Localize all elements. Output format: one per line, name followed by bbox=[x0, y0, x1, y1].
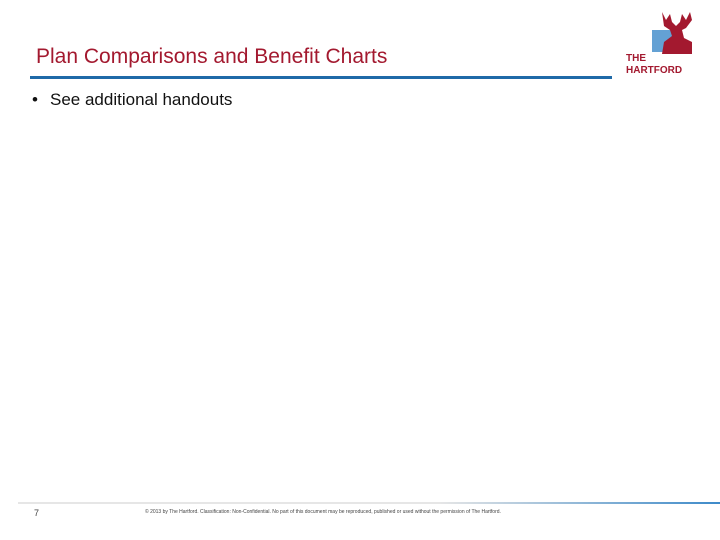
logo-text: HARTFORD bbox=[626, 65, 683, 76]
title-rule bbox=[30, 76, 612, 79]
footer-rule bbox=[18, 502, 720, 504]
page-number: 7 bbox=[34, 508, 40, 518]
bullet-text: See additional handouts bbox=[50, 90, 233, 109]
bullet-item: • See additional handouts bbox=[32, 90, 232, 110]
bullet-dot: • bbox=[32, 90, 38, 109]
copyright: © 2013 by The Hartford. Classification: … bbox=[145, 509, 501, 515]
logo-text: THE bbox=[626, 53, 646, 64]
logo-stag bbox=[652, 12, 692, 54]
slide-title: Plan Comparisons and Benefit Charts bbox=[36, 45, 388, 68]
